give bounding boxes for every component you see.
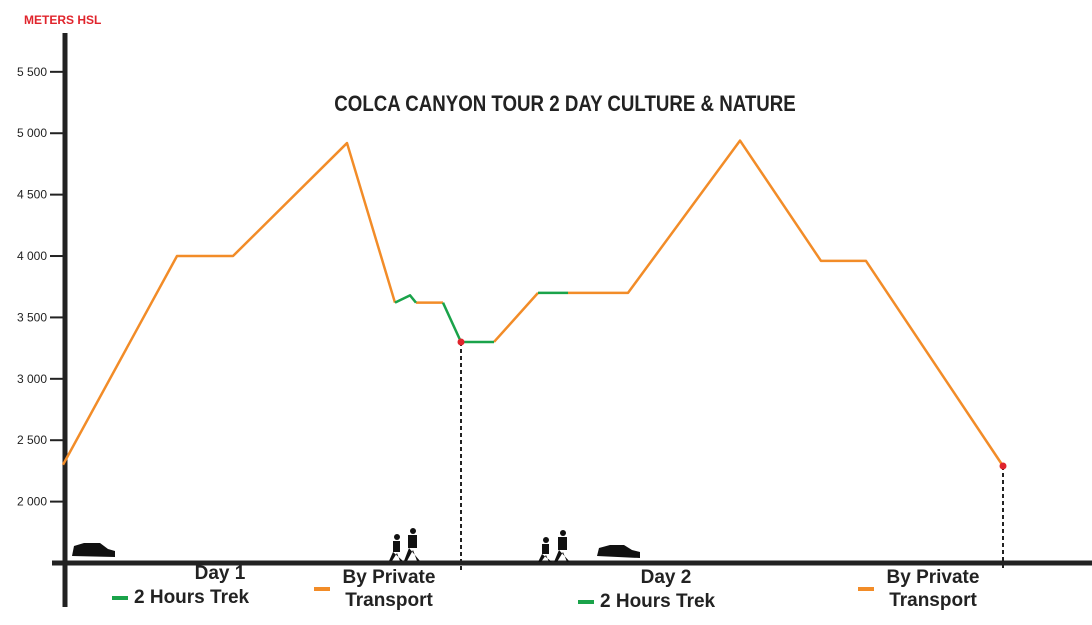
y-tick-label: 4 000 xyxy=(17,249,47,263)
legend-swatch xyxy=(858,587,874,591)
y-tick-label: 2 500 xyxy=(17,433,47,447)
y-tick-label: 5 500 xyxy=(17,65,47,79)
day-label-text: Day 1 xyxy=(194,563,246,584)
day-label: Day 2 xyxy=(606,566,726,589)
hiker-icon xyxy=(389,528,570,562)
elevation-line xyxy=(61,139,1005,467)
legend-entry-text: By Private Transport xyxy=(886,567,980,611)
legend-swatch xyxy=(578,599,594,604)
legend-entry-text: By Private Transport xyxy=(342,567,436,611)
y-tick-label: 2 000 xyxy=(17,495,47,509)
legend-entry: 2 Hours Trek xyxy=(578,590,715,613)
legend-entry: By Private Transport xyxy=(858,566,988,612)
y-tick-label: 5 000 xyxy=(17,126,47,140)
y-tick-label: 3 000 xyxy=(17,372,47,386)
legend-entry: By Private Transport xyxy=(314,566,444,612)
legend-entry-text: 2 Hours Trek xyxy=(600,591,716,612)
car-icon xyxy=(72,543,640,558)
y-tick-label: 4 500 xyxy=(17,188,47,202)
legend-entry-text: 2 Hours Trek xyxy=(134,587,250,608)
y-tick-label: 3 500 xyxy=(17,310,47,324)
day-label-text: Day 2 xyxy=(640,567,692,588)
day-label: Day 1 xyxy=(160,562,280,585)
elevation-line xyxy=(394,291,568,344)
end-point xyxy=(457,338,465,346)
chart-title: COLCA CANYON TOUR 2 DAY CULTURE & NATURE xyxy=(334,93,795,117)
legend-swatch xyxy=(112,595,128,600)
legend-swatch xyxy=(314,587,330,591)
end-point xyxy=(999,462,1007,470)
y-axis-label: METERS HSL xyxy=(24,13,101,27)
legend-entry: 2 Hours Trek xyxy=(112,586,249,609)
